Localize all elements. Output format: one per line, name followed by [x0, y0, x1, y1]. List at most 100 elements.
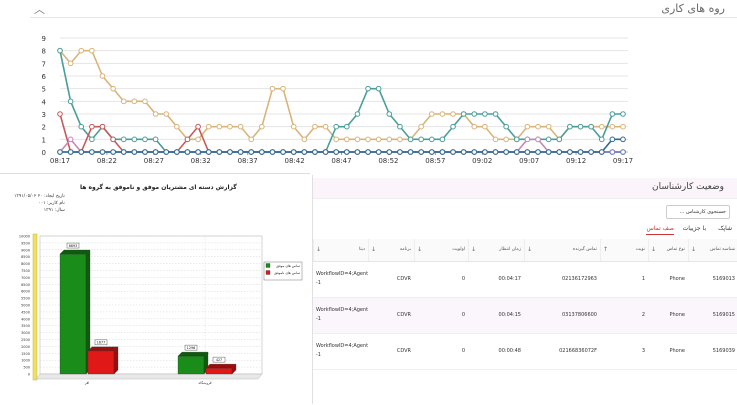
cell-data: WorkflowID=4;AgentID=-1;WorkgroupID=8;AA…: [316, 307, 368, 322]
header-caller[interactable]: تماس گیرنده ↓: [524, 239, 600, 261]
bar-top: [177, 351, 209, 357]
meta-date: تاریخ ایجاد: ۲۰ ۱۳۹۱/۰۵/۰۲: [14, 194, 65, 199]
table-row[interactable]: 5169013 Phone 1 02136172963 00:04:17 0 C…: [313, 262, 737, 298]
data-point: [588, 123, 594, 130]
data-point: [535, 149, 541, 155]
data-point: [397, 123, 403, 130]
data-point: [89, 47, 95, 54]
y-tick-label: 500: [23, 366, 30, 370]
header-turn[interactable]: نوبت ↑: [600, 239, 648, 261]
data-point: [237, 123, 244, 130]
data-point: [524, 136, 531, 143]
header-program[interactable]: برنامه ↓: [368, 239, 414, 261]
table-row[interactable]: 5169039 Phone 3 02166836072F 00:00:48 0 …: [313, 334, 737, 370]
data-point: [99, 73, 106, 79]
agent-search-input[interactable]: جستجوی کارشناس ...: [666, 205, 730, 219]
cell-data: WorkflowID=4;AgentID=-1;WorkgroupID=8;AA…: [316, 271, 368, 286]
data-point: [375, 85, 382, 92]
data-point: [524, 123, 531, 130]
tab-details[interactable]: با جزییات: [682, 225, 706, 232]
data-point: [556, 136, 563, 143]
data-point: [142, 98, 148, 105]
header-call-id[interactable]: شناسه تماس ↓: [688, 239, 737, 261]
value-label-box: [66, 242, 80, 249]
header-wait-time[interactable]: زمان انتظار ↓: [468, 239, 524, 261]
data-point: [418, 149, 424, 155]
x-tick-label: 09:07: [519, 157, 539, 165]
y-tick-label: 9000: [21, 248, 30, 252]
data-point: [545, 149, 552, 155]
legend-swatch: [265, 270, 271, 275]
header-call-type[interactable]: نوع تماس ↓: [648, 239, 688, 261]
tab-shapak[interactable]: شاپک: [718, 225, 732, 232]
tab-call-queue[interactable]: صف تماس: [646, 225, 674, 235]
bar: [59, 253, 87, 375]
data-point: [142, 149, 148, 155]
report-panel: 0 500 1000 1500 2000 2500 3000 3500 4000 4500 5000…: [0, 173, 310, 405]
data-point: [375, 136, 382, 143]
data-point: [131, 98, 138, 105]
data-point: [535, 123, 541, 130]
legend-label: تماس های ناموفق: [274, 271, 300, 275]
data-point: [280, 85, 286, 92]
cell-wait-time: 00:04:17: [498, 276, 521, 282]
panel-title: روه های کاری: [661, 2, 725, 15]
data-point: [89, 149, 95, 155]
data-point: [598, 123, 605, 130]
data-point: [365, 149, 371, 155]
data-point: [609, 123, 616, 130]
data-point: [131, 136, 138, 143]
data-point: [110, 85, 116, 92]
agents-status-panel: وضعیت کارشناسان جستجوی کارشناس ... شاپک …: [312, 175, 737, 404]
data-point: [163, 149, 170, 155]
data-point: [577, 149, 584, 155]
y-tick-label: 5: [42, 86, 46, 94]
value-label-box: [212, 356, 226, 363]
data-point: [439, 149, 446, 155]
data-point: [142, 136, 148, 143]
data-point: [375, 149, 382, 155]
data-point: [152, 149, 159, 155]
table-row[interactable]: 5169015 Phone 2 03137806600 00:04:15 0 C…: [313, 298, 737, 334]
data-point: [99, 123, 106, 130]
data-point: [428, 149, 435, 155]
data-point: [567, 123, 573, 130]
axis-wall: [32, 233, 38, 381]
tab-bar: شاپک با جزییات صف تماس: [612, 225, 732, 239]
header-data[interactable]: دیتا ↓: [313, 239, 368, 261]
cell-call-id: 5169039: [712, 348, 735, 354]
divider: [30, 17, 737, 18]
data-point: [184, 149, 191, 155]
y-tick-label: 7: [42, 60, 46, 68]
cell-caller: 03137806600: [562, 312, 597, 318]
header-priority[interactable]: اولویت ↓: [414, 239, 468, 261]
y-tick-label: 1500: [21, 352, 30, 356]
y-tick-label: 3: [42, 111, 46, 119]
data-point: [503, 149, 509, 155]
data-point: [301, 149, 308, 155]
data-point: [290, 123, 297, 130]
data-point: [471, 123, 478, 130]
y-tick-label: 2500: [21, 338, 30, 342]
x-tick-label: 09:17: [613, 157, 633, 165]
data-point: [439, 136, 446, 143]
data-point: [110, 149, 116, 155]
data-point: [397, 149, 403, 155]
cell-data: WorkflowID=4;AgentID=-1;WorkgroupID=8;AA…: [316, 343, 368, 358]
data-point: [620, 149, 626, 155]
data-point: [120, 149, 127, 155]
cell-wait-time: 00:00:48: [498, 348, 521, 354]
data-point: [344, 136, 350, 143]
data-point: [120, 98, 127, 105]
y-tick-label: 2000: [21, 345, 30, 349]
sort-icon: ↓: [417, 246, 423, 253]
data-point: [513, 136, 520, 143]
data-point: [67, 149, 74, 155]
data-point: [545, 136, 552, 143]
data-point: [259, 149, 265, 155]
data-point: [344, 123, 350, 130]
chevron-up-icon[interactable]: ︿: [34, 3, 45, 16]
data-point: [280, 149, 286, 155]
x-tick-label: 08:37: [238, 157, 258, 165]
data-point: [620, 111, 626, 117]
